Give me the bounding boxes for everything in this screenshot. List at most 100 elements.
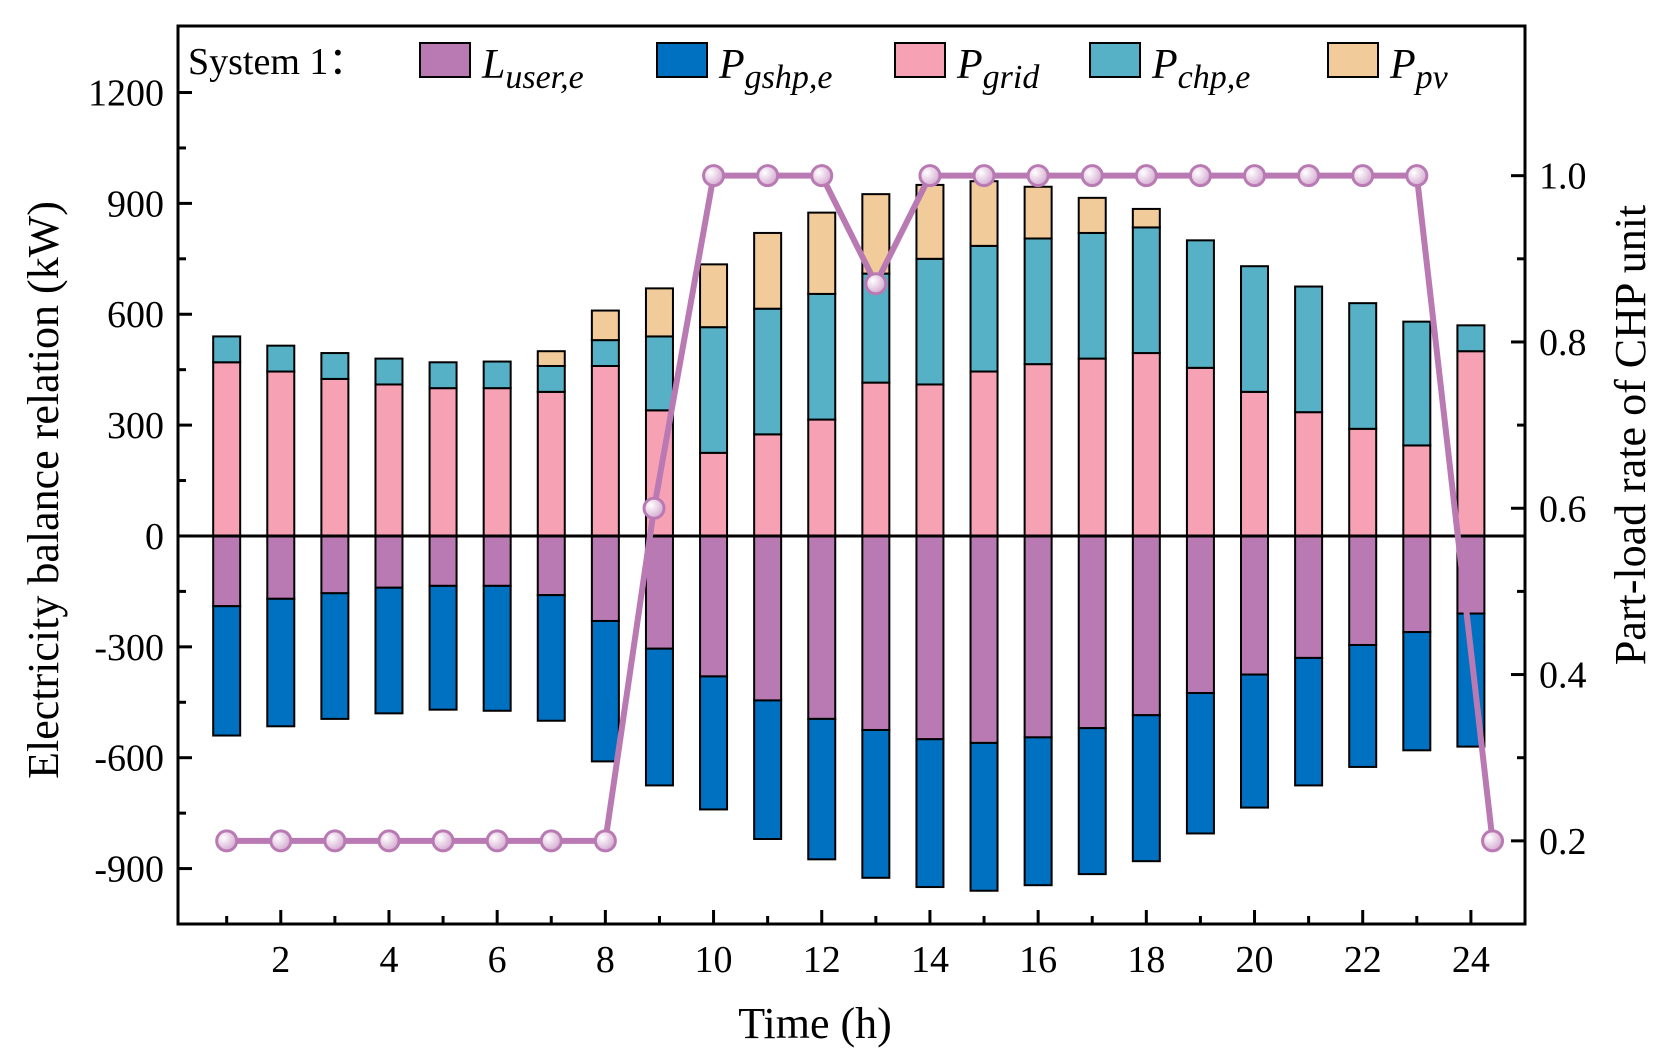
- legend-entry-gshp-e: Pgshp,e: [718, 42, 832, 96]
- bar-gshp-e-h17: [1077, 727, 1107, 876]
- bar-chp-e-h23: [1402, 320, 1432, 447]
- bar-grid-h6: [482, 387, 512, 537]
- legend-swatch-gshp-e: [656, 42, 708, 78]
- bar-grid-h19: [1185, 366, 1215, 537]
- part-load-point-2: [269, 829, 293, 853]
- bar-chp-e-h5: [428, 361, 458, 390]
- legend-swatch-grid: [894, 42, 946, 78]
- bar-gshp-e-h20: [1240, 673, 1270, 809]
- y-tick-label-300: 300: [107, 405, 164, 447]
- bar-user-e-h1: [212, 534, 242, 608]
- x-tick-label-22: 22: [1344, 939, 1382, 981]
- bar-gshp-e-h3: [320, 592, 350, 720]
- bar-user-e-h8: [590, 534, 620, 622]
- bar-chp-e-h7: [536, 364, 566, 393]
- y2-tick-label-0.8: 0.8: [1539, 322, 1587, 364]
- bar-user-e-h9: [644, 534, 674, 650]
- y2-tick-label-0.2: 0.2: [1539, 821, 1587, 863]
- bar-pv-h17: [1077, 196, 1107, 234]
- bar-gshp-e-h8: [590, 619, 620, 763]
- bar-chp-e-h18: [1131, 226, 1161, 355]
- part-load-point-4: [377, 829, 401, 853]
- bar-gshp-e-h13: [861, 728, 891, 879]
- bar-user-e-h5: [428, 534, 458, 587]
- part-load-line-layer: [215, 164, 1505, 853]
- y-axis-right: 0.2 0.4 0.6 0.8 1.0: [1511, 156, 1587, 863]
- bar-user-e-h17: [1077, 534, 1107, 730]
- bar-chp-e-h6: [482, 360, 512, 390]
- part-load-point-3: [323, 829, 347, 853]
- y-tick-label--300: -300: [94, 627, 164, 669]
- bar-user-e-h18: [1131, 534, 1161, 717]
- bar-grid-h15: [969, 370, 999, 537]
- bar-gshp-e-h5: [428, 584, 458, 711]
- bar-pv-h12: [807, 211, 837, 295]
- legend-entry-grid: Pgrid: [956, 42, 1040, 96]
- bar-chp-e-h14: [915, 257, 945, 386]
- bar-gshp-e-h7: [536, 594, 566, 722]
- legend-subscript: gshp,e: [745, 59, 833, 96]
- legend: System 1： Luser,e Pgshp,e Pgrid Pchp,e Ppv: [188, 41, 1449, 96]
- y-tick-label--600: -600: [94, 738, 164, 780]
- x-tick-label-8: 8: [596, 939, 615, 981]
- legend-subscript: grid: [983, 59, 1041, 96]
- y-tick-label--900: -900: [94, 849, 164, 891]
- bar-pv-h15: [969, 180, 999, 247]
- bar-gshp-e-h12: [807, 717, 837, 861]
- bar-grid-h14: [915, 383, 945, 537]
- x-axis: 2 4 6 8 10 12 14 16 18 20 22 24: [225, 910, 1490, 981]
- bar-grid-h4: [374, 383, 404, 537]
- part-load-point-14: [918, 164, 942, 188]
- bar-user-e-h15: [969, 534, 999, 744]
- plot-frame: [176, 24, 1527, 926]
- bar-pv-h11: [753, 231, 783, 310]
- bar-chp-e-h16: [1023, 237, 1053, 366]
- bar-grid-h2: [266, 370, 296, 537]
- x-axis-title: Time (h): [738, 999, 892, 1048]
- x-tick-label-14: 14: [911, 939, 949, 981]
- bar-grid-h5: [428, 387, 458, 537]
- bar-chp-e-h19: [1185, 239, 1215, 369]
- part-load-point-15: [972, 164, 996, 188]
- bar-chp-e-h9: [644, 335, 674, 412]
- bar-grid-h24: [1456, 350, 1486, 537]
- bar-chp-e-h24: [1456, 324, 1486, 353]
- x-tick-label-2: 2: [271, 939, 290, 981]
- bar-gshp-e-h14: [915, 738, 945, 889]
- part-load-point-7: [539, 829, 563, 853]
- bar-user-e-h14: [915, 534, 945, 741]
- bar-user-e-h23: [1402, 534, 1432, 634]
- bar-chp-e-h4: [374, 357, 404, 386]
- bar-gshp-e-h15: [969, 741, 999, 892]
- bar-chp-e-h2: [266, 344, 296, 373]
- bar-gshp-e-h18: [1131, 714, 1161, 863]
- x-tick-label-18: 18: [1127, 939, 1165, 981]
- bar-gshp-e-h2: [266, 597, 296, 728]
- y2-tick-label-1: 1.0: [1539, 156, 1587, 198]
- bar-gshp-e-h11: [753, 699, 783, 841]
- bar-user-e-h2: [266, 534, 296, 600]
- bar-grid-h13: [861, 381, 891, 537]
- bar-gshp-e-h1: [212, 605, 242, 737]
- part-load-point-11: [756, 164, 780, 188]
- x-tick-label-16: 16: [1019, 939, 1057, 981]
- part-load-point-1: [215, 829, 239, 853]
- x-tick-label-12: 12: [803, 939, 841, 981]
- bar-gshp-e-h16: [1023, 736, 1053, 887]
- bar-user-e-h7: [536, 534, 566, 597]
- bar-user-e-h20: [1240, 534, 1270, 676]
- bar-chp-e-h10: [699, 326, 729, 454]
- bar-user-e-h12: [807, 534, 837, 720]
- part-load-point-6: [485, 829, 509, 853]
- y2-axis-title: Part-load rate of CHP unit: [1606, 205, 1655, 665]
- bar-gshp-e-h21: [1294, 656, 1324, 787]
- x-tick-label-4: 4: [379, 939, 398, 981]
- bar-user-e-h3: [320, 534, 350, 595]
- bar-chp-e-h21: [1294, 285, 1324, 414]
- bar-chp-e-h12: [807, 292, 837, 421]
- y-tick-label-900: 900: [107, 183, 164, 225]
- bar-grid-h3: [320, 377, 350, 537]
- bar-gshp-e-h19: [1185, 692, 1215, 835]
- bar-pv-h10: [699, 263, 729, 329]
